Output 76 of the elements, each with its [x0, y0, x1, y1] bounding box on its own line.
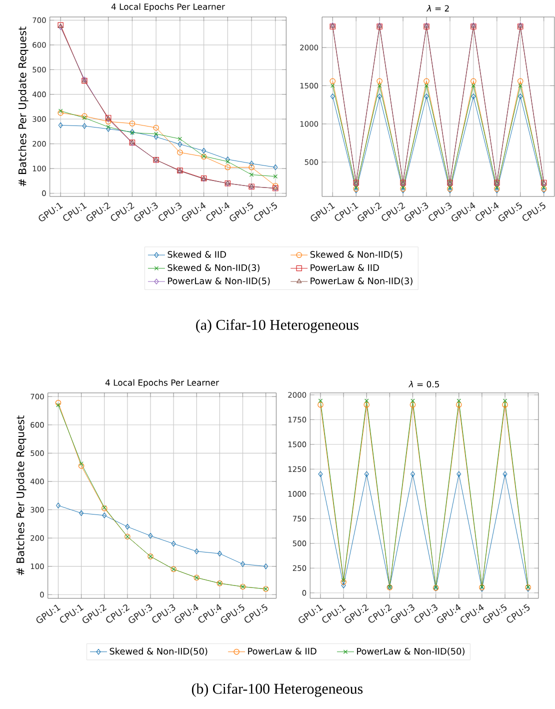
point	[176, 150, 183, 156]
legend-label: PowerLaw & IID	[248, 648, 316, 655]
point	[225, 156, 230, 162]
point	[106, 124, 110, 130]
chart-title: λ = 0.5	[408, 380, 439, 388]
point	[178, 136, 182, 141]
point	[129, 120, 135, 126]
point	[249, 172, 254, 177]
point	[82, 123, 87, 129]
text: (a) Cifar-10 Heterogeneous	[196, 319, 358, 333]
legend-label: Skewed & Non-IID(5)	[310, 250, 402, 259]
point	[456, 398, 461, 403]
point	[341, 578, 346, 582]
point	[81, 113, 88, 119]
legend-label: Skewed & Non-IID(50)	[110, 648, 208, 656]
point	[78, 462, 84, 466]
point	[518, 94, 522, 100]
point	[201, 148, 206, 154]
point	[456, 471, 461, 477]
point	[423, 78, 430, 84]
point	[217, 550, 222, 556]
point	[502, 398, 507, 403]
point	[377, 94, 382, 100]
point	[171, 540, 176, 547]
point	[154, 134, 158, 140]
point	[471, 94, 476, 100]
point	[494, 185, 499, 190]
point	[78, 510, 84, 516]
point	[471, 84, 476, 88]
point	[448, 185, 452, 190]
point	[410, 402, 416, 408]
point	[224, 164, 230, 170]
point	[154, 132, 158, 136]
point	[518, 84, 522, 88]
point	[376, 78, 382, 84]
point	[82, 116, 86, 120]
point	[248, 164, 254, 170]
y-axis-title: # Batches Per Update Request	[18, 26, 28, 186]
point	[105, 118, 112, 124]
chart-title: 4 Local Epochs Per Learner	[105, 379, 219, 388]
y-axis-title: # Batches Per Update Request	[16, 416, 26, 576]
point	[502, 402, 508, 408]
point	[364, 402, 370, 408]
chart-title: 4 Local Epochs Per Learner	[111, 3, 225, 12]
legend-label: PowerLaw & Non-IID(3)	[310, 277, 412, 286]
point	[240, 561, 245, 567]
point	[78, 463, 84, 469]
legend-label: Skewed & IID	[168, 250, 226, 258]
point	[364, 471, 369, 477]
point	[354, 185, 358, 190]
point	[153, 124, 159, 131]
point	[225, 159, 230, 164]
point	[194, 548, 199, 554]
point	[364, 398, 369, 403]
point	[517, 78, 524, 84]
point	[377, 84, 382, 88]
point	[424, 94, 429, 100]
point	[410, 471, 415, 477]
point	[340, 579, 346, 585]
point	[424, 84, 428, 88]
point	[148, 532, 153, 539]
point	[456, 402, 462, 408]
chart-title: λ = 2	[426, 5, 449, 12]
legend-label: PowerLaw & Non-IID(5)	[168, 277, 270, 286]
point	[102, 512, 106, 518]
point	[470, 78, 476, 84]
text: (b) Cifar-100 Heterogeneous	[192, 683, 362, 697]
point	[341, 582, 346, 588]
legend-label: PowerLaw & IID	[310, 264, 379, 271]
point	[249, 160, 254, 166]
point	[410, 398, 415, 403]
point	[106, 126, 110, 132]
point	[502, 471, 508, 477]
legend-label: PowerLaw & Non-IID(50)	[356, 648, 464, 656]
point	[400, 185, 405, 190]
legend-label: Skewed & Non-IID(3)	[168, 264, 260, 272]
